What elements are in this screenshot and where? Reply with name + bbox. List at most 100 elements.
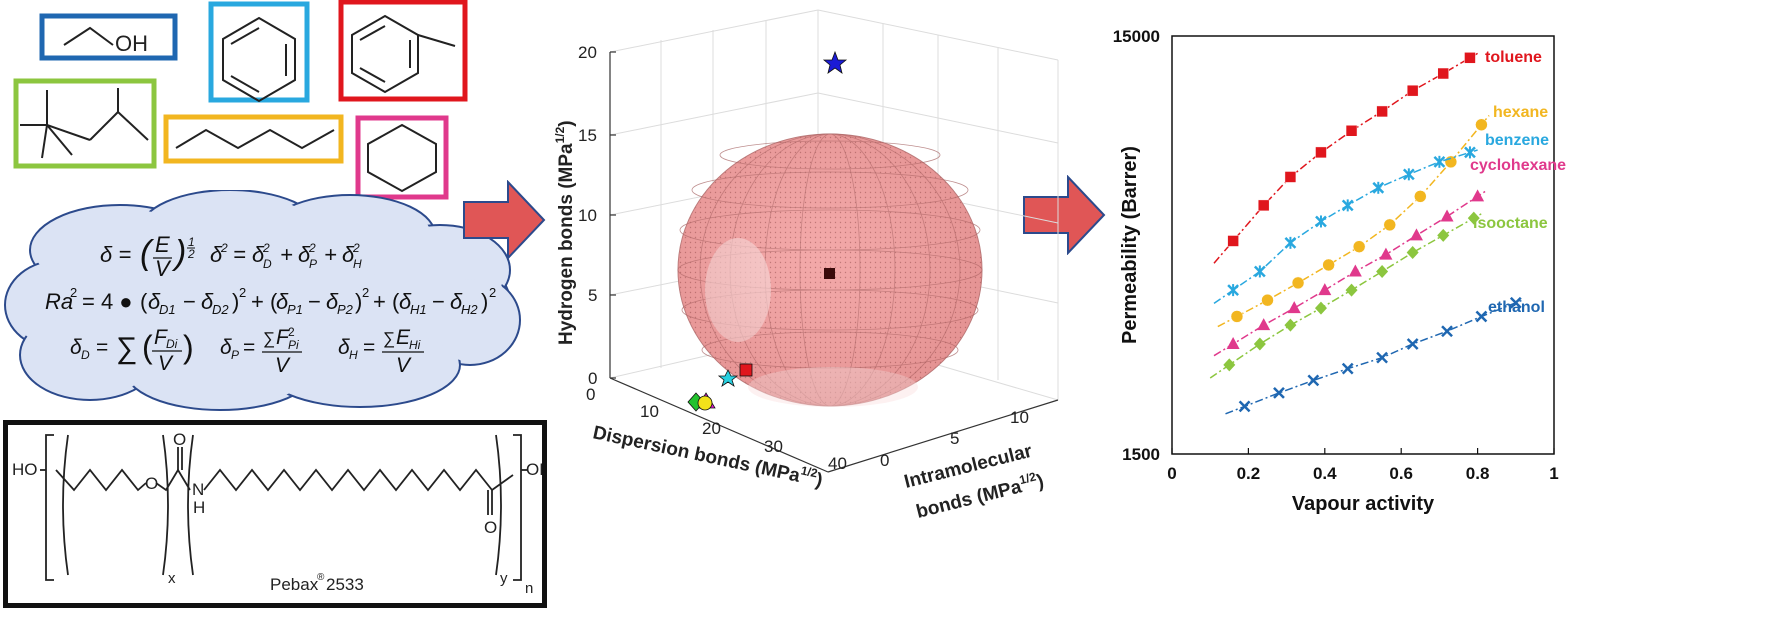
pebax-reg: ® xyxy=(317,572,325,583)
data-point-hexane xyxy=(1322,258,1335,272)
data-point-hexane xyxy=(1261,293,1274,307)
data-point-toluene xyxy=(1345,125,1358,137)
svg-text:δ: δ xyxy=(298,242,311,267)
svg-text:2: 2 xyxy=(308,241,316,255)
svg-text:+ (: + ( xyxy=(373,289,400,314)
molecule-structures: OH xyxy=(13,0,468,200)
pebax-structure-box: HO O O N H O OH x y n Pebax ® 2533 xyxy=(3,420,547,608)
permeability-chart: 15000 1500 0 0.2 0.4 0.6 0.8 1 Vapour activit… xyxy=(1100,0,1772,612)
svg-text:−: − xyxy=(308,289,321,314)
series-hexane xyxy=(1217,115,1490,328)
equation-1-render: δ = ( E V ) 1 2 δ2 = δ2D + δ2P + δ2H xyxy=(100,232,362,281)
data-point-benzene xyxy=(1464,146,1476,159)
svg-text:P: P xyxy=(309,257,317,271)
permeability-chart-svg: 15000 1500 0 0.2 0.4 0.6 0.8 1 Vapour activit… xyxy=(1113,27,1566,515)
n-subscript: n xyxy=(525,580,533,597)
x-tick-label: 1 xyxy=(1549,464,1558,483)
series-label-hexane: hexane xyxy=(1493,104,1548,121)
data-point-isooctane xyxy=(1376,264,1389,278)
data-point-ethanol xyxy=(1341,362,1354,375)
svg-text:∑: ∑ xyxy=(383,329,395,348)
svg-text:2: 2 xyxy=(70,285,77,300)
isooctane-structure xyxy=(13,78,157,169)
svg-text:δ: δ xyxy=(342,242,355,267)
ether-o-label: O xyxy=(145,474,158,493)
y-subscript: y xyxy=(500,570,508,587)
svg-text:): ) xyxy=(183,329,194,365)
data-point-toluene xyxy=(1406,84,1419,97)
svg-text:+: + xyxy=(324,242,337,267)
svg-text:): ) xyxy=(481,289,488,314)
hexane-structure xyxy=(163,114,344,164)
svg-text:2: 2 xyxy=(239,285,246,300)
data-point-ethanol xyxy=(1406,338,1419,350)
svg-text:∑: ∑ xyxy=(116,332,137,365)
benzene-structure xyxy=(208,1,310,103)
equation-2-render: Ra2 = 4 ● (δD1 − δD2 ) 2 + (δP1 − δP2 ) 2 … xyxy=(45,285,496,317)
data-point-isooctane xyxy=(1284,318,1297,332)
y-tick-1500: 1500 xyxy=(1122,445,1160,464)
svg-text:2: 2 xyxy=(262,241,270,255)
series-line xyxy=(1213,52,1478,264)
svg-text:H2: H2 xyxy=(461,302,478,317)
equation-2: Ra 2 = 4 ● (δ D1 − δ D2 ) 2 + (δ P1 − δ P2 ) 2 … xyxy=(45,283,515,328)
svg-text:−: − xyxy=(432,289,445,314)
svg-text:E: E xyxy=(155,232,170,257)
svg-text:δ: δ xyxy=(276,289,289,314)
oh-label: OH xyxy=(526,460,542,479)
data-point-ethanol xyxy=(1307,374,1320,387)
svg-text:D1: D1 xyxy=(159,302,176,317)
data-point-cyclohexane xyxy=(1318,283,1332,296)
data-point-ethanol xyxy=(1238,400,1251,413)
data-point-toluene xyxy=(1227,235,1239,247)
svg-text:δ: δ xyxy=(201,289,214,314)
series-toluene xyxy=(1213,52,1478,264)
acid-o-label: O xyxy=(484,518,497,537)
svg-text:= 4 ●: = 4 ● xyxy=(82,289,133,314)
ethanol-star-marker xyxy=(822,50,848,74)
data-point-hexane xyxy=(1475,118,1488,131)
data-point-cyclohexane xyxy=(1226,336,1240,349)
z-tick-5: 5 xyxy=(588,286,597,305)
series-benzene xyxy=(1213,146,1478,305)
svg-text:V: V xyxy=(155,256,172,281)
ethanol-oh-label: OH xyxy=(115,31,148,56)
toluene-marker xyxy=(739,363,753,377)
ho-label: HO xyxy=(12,460,38,479)
series-cyclohexane xyxy=(1213,189,1486,357)
x-tick-0: 0 xyxy=(586,385,595,404)
data-point-isooctane xyxy=(1406,246,1419,260)
data-point-toluene xyxy=(1257,199,1270,212)
svg-text:δ: δ xyxy=(326,289,339,314)
amide-n-label: N xyxy=(192,480,204,499)
svg-text:δ: δ xyxy=(210,242,223,267)
x-ticks: 0 0.2 0.4 0.6 0.8 1 xyxy=(1167,448,1559,483)
svg-text:−: − xyxy=(183,289,196,314)
data-point-benzene xyxy=(1372,181,1385,194)
data-point-cyclohexane xyxy=(1348,264,1362,277)
svg-text:δ: δ xyxy=(148,289,161,314)
data-point-ethanol xyxy=(1475,310,1488,323)
x-tick-label: 0.2 xyxy=(1237,464,1261,483)
svg-text:1: 1 xyxy=(188,235,195,249)
data-point-toluene xyxy=(1284,171,1297,183)
data-point-isooctane xyxy=(1437,228,1450,242)
series-label-benzene: benzene xyxy=(1485,132,1549,149)
data-point-toluene xyxy=(1376,105,1388,118)
svg-text:δ: δ xyxy=(252,242,265,267)
series-label-toluene: toluene xyxy=(1485,49,1542,66)
svg-text:2: 2 xyxy=(220,241,228,255)
z-tick-0: 0 xyxy=(588,369,597,388)
x-tick-40: 40 xyxy=(828,454,847,473)
data-point-isooctane xyxy=(1467,211,1480,225)
x-tick-label: 0.6 xyxy=(1389,464,1413,483)
data-point-ethanol xyxy=(1441,325,1453,338)
svg-text:2: 2 xyxy=(288,325,295,339)
svg-text:P: P xyxy=(231,348,239,362)
svg-text:H: H xyxy=(349,348,358,362)
svg-text:=: = xyxy=(233,242,246,267)
carbonyl-o-label: O xyxy=(173,430,186,449)
x-tick-label: 0.4 xyxy=(1313,464,1337,483)
